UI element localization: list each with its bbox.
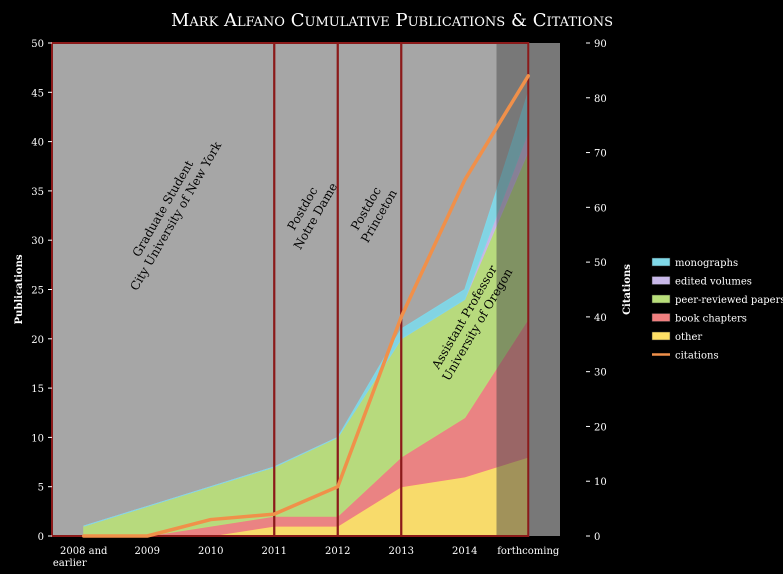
x-tick-label: 2011 xyxy=(262,546,287,557)
citations-line-group xyxy=(82,74,530,538)
y-left-tick-label: 25 xyxy=(31,286,44,297)
legend-label-citations: citations xyxy=(675,351,719,362)
legend-swatch-other xyxy=(651,331,671,341)
y-left-tick-label: 45 xyxy=(31,88,44,99)
y-right-tick-label: 30 xyxy=(594,368,607,379)
y-right-tick-label: 60 xyxy=(594,203,607,214)
x-tick-label: 2010 xyxy=(198,546,223,557)
y-right-tick-label: 90 xyxy=(594,39,607,50)
y-left-tick-label: 35 xyxy=(31,187,44,198)
y-right-axis-title: Citations xyxy=(622,264,633,315)
x-tick-label: 2009 xyxy=(135,546,160,557)
y-left-axis-title: Publications xyxy=(14,254,25,324)
legend-label-peer-reviewed-papers: peer-reviewed papers xyxy=(675,295,783,306)
x-tick-label: 2008 and earlier xyxy=(53,546,108,569)
y-left-tick-label: 5 xyxy=(38,483,44,494)
axes: 0 5 10 15 20 25 30 35 40 45 50 0 10 20 30 40 50 60 70 80 90 2… xyxy=(14,39,633,569)
y-left-tick-label: 30 xyxy=(31,236,44,247)
x-tick-label: 2013 xyxy=(389,546,414,557)
legend-label-edited-volumes: edited volumes xyxy=(675,277,752,288)
y-left-tick-label: 40 xyxy=(31,138,44,149)
legend-swatch-peer-reviewed-papers xyxy=(651,294,671,304)
x-tick-label: 2014 xyxy=(452,546,477,557)
x-tick-label: forthcoming xyxy=(497,546,560,557)
y-right-tick-label: 40 xyxy=(594,313,607,324)
y-right-tick-label: 0 xyxy=(594,532,600,543)
y-right-tick-label: 70 xyxy=(594,149,607,160)
y-left-tick-label: 20 xyxy=(31,335,44,346)
x-tick-label: 2012 xyxy=(325,546,350,557)
y-right-tick-label: 10 xyxy=(594,477,607,488)
y-right-tick-label: 80 xyxy=(594,94,607,105)
y-right-tick-label: 20 xyxy=(594,422,607,433)
legend: monographs edited volumes peer-reviewed pa… xyxy=(651,257,783,362)
legend-swatch-edited-volumes xyxy=(651,276,671,285)
line-citations xyxy=(82,74,530,538)
legend-label-monographs: monographs xyxy=(675,258,738,269)
legend-swatch-monographs xyxy=(651,257,671,267)
y-right-tick-label: 50 xyxy=(594,258,607,269)
period-box-assistant-professor-university-of-oregon xyxy=(400,42,530,537)
legend-label-other: other xyxy=(675,332,702,343)
y-left-tick-label: 50 xyxy=(31,39,44,50)
legend-swatch-book-chapters xyxy=(651,313,671,322)
chart-title: MARK ALFANO CUMULATIVE PUBLICATIONS & CI… xyxy=(171,10,613,31)
y-left-tick-label: 15 xyxy=(31,384,44,395)
y-left-tick-label: 0 xyxy=(38,532,44,543)
legend-label-book-chapters: book chapters xyxy=(675,314,747,325)
y-left-tick-label: 10 xyxy=(31,433,44,444)
